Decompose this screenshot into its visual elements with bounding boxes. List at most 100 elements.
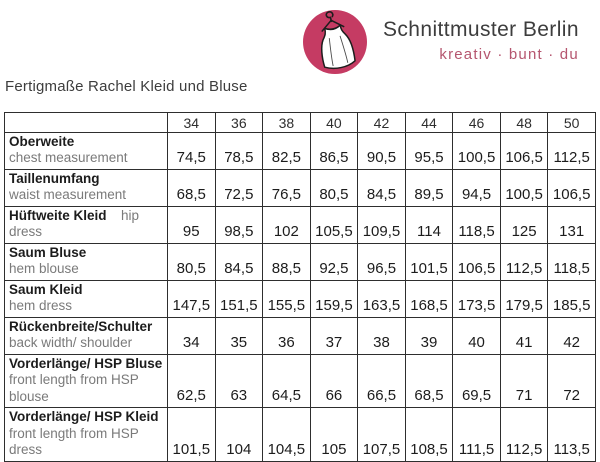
measurement-label-cell: Saum Kleid hem dress bbox=[4, 280, 168, 318]
measurement-label-cell: Vorderlänge/ HSP Kleid front length from … bbox=[4, 407, 168, 462]
brand-tagline: kreativ · bunt · du bbox=[439, 46, 579, 63]
page-title: Fertigmaße Rachel Kleid und Bluse bbox=[5, 78, 248, 95]
measurement-label-cell: Oberweite chest measurement bbox=[4, 132, 168, 170]
value-cell: 94,5 bbox=[452, 169, 501, 207]
measurement-label-cell: Rückenbreite/Schulter back width/ shoulde… bbox=[4, 317, 168, 355]
size-table-head: 34 36 38 40 42 44 46 48 50 bbox=[4, 112, 596, 133]
value-cell: 92,5 bbox=[309, 243, 359, 281]
value-cell: 71 bbox=[499, 353, 549, 409]
value-cell: 80,5 bbox=[167, 243, 216, 281]
value-cell: 105 bbox=[309, 407, 359, 462]
size-header-cell: 40 bbox=[309, 112, 359, 133]
table-row: Vorderlänge/ HSP Bluse front length from … bbox=[4, 353, 596, 409]
table-row: Rückenbreite/Schulter back width/ shoulde… bbox=[4, 317, 596, 355]
value-cell: 72,5 bbox=[214, 169, 264, 207]
value-cell: 63 bbox=[214, 353, 264, 409]
value-cell: 42 bbox=[547, 317, 596, 355]
value-cell: 36 bbox=[262, 317, 311, 355]
table-row: Hüftweite Kleid hip dress 95 98,5 102 105,5 109… bbox=[4, 206, 596, 244]
size-header-empty-cell bbox=[4, 112, 168, 133]
value-cell: 68,5 bbox=[404, 353, 454, 409]
value-cell: 105,5 bbox=[309, 206, 359, 244]
measurement-label-cell: Hüftweite Kleid hip dress bbox=[4, 206, 168, 244]
value-cell: 41 bbox=[499, 317, 549, 355]
size-chart-page: Schnittmuster Berlin kreativ · bunt · du… bbox=[4, 6, 596, 462]
value-cell: 173,5 bbox=[452, 280, 501, 318]
value-cell: 185,5 bbox=[547, 280, 596, 318]
value-cell: 113,5 bbox=[547, 407, 596, 462]
table-row: Saum Kleid hem dress 147,5 151,5 155,5 159,5 1… bbox=[4, 280, 596, 318]
value-cell: 155,5 bbox=[262, 280, 311, 318]
value-cell: 66 bbox=[309, 353, 359, 409]
value-cell: 102 bbox=[262, 206, 311, 244]
brand-name: Schnittmuster Berlin bbox=[383, 18, 579, 41]
brand-logo bbox=[300, 6, 370, 76]
value-cell: 112,5 bbox=[547, 132, 596, 170]
size-header-cell: 42 bbox=[357, 112, 406, 133]
value-cell: 64,5 bbox=[262, 353, 311, 409]
value-cell: 86,5 bbox=[309, 132, 359, 170]
value-cell: 147,5 bbox=[167, 280, 216, 318]
size-header-cell: 38 bbox=[262, 112, 311, 133]
value-cell: 106,5 bbox=[499, 132, 549, 170]
dress-on-hanger-icon bbox=[303, 10, 367, 74]
value-cell: 66,5 bbox=[357, 353, 406, 409]
brand-header: Schnittmuster Berlin kreativ · bunt · du bbox=[300, 6, 579, 76]
table-row: Saum Bluse hem blouse 80,5 84,5 88,5 92,5 96,5… bbox=[4, 243, 596, 281]
value-cell: 168,5 bbox=[404, 280, 454, 318]
value-cell: 69,5 bbox=[452, 353, 501, 409]
value-cell: 82,5 bbox=[262, 132, 311, 170]
value-cell: 104,5 bbox=[262, 407, 311, 462]
size-header-cell: 50 bbox=[547, 112, 596, 133]
measurement-label-cell: Vorderlänge/ HSP Bluse front length from … bbox=[4, 353, 168, 409]
value-cell: 163,5 bbox=[357, 280, 406, 318]
table-row: Taillenumfang waist measurement 68,5 72,5 76… bbox=[4, 169, 596, 207]
value-cell: 125 bbox=[499, 206, 549, 244]
value-cell: 96,5 bbox=[357, 243, 406, 281]
size-header-cell: 46 bbox=[452, 112, 501, 133]
brand-text-block: Schnittmuster Berlin kreativ · bunt · du bbox=[383, 6, 579, 63]
value-cell: 40 bbox=[452, 317, 501, 355]
table-row: Oberweite chest measurement 74,5 78,5 82,5 86… bbox=[4, 132, 596, 170]
value-cell: 34 bbox=[167, 317, 216, 355]
value-cell: 151,5 bbox=[214, 280, 264, 318]
value-cell: 84,5 bbox=[357, 169, 406, 207]
value-cell: 39 bbox=[404, 317, 454, 355]
value-cell: 179,5 bbox=[499, 280, 549, 318]
size-header-cell: 34 bbox=[167, 112, 216, 133]
table-row: Vorderlänge/ HSP Kleid front length from … bbox=[4, 407, 596, 462]
size-header-cell: 36 bbox=[214, 112, 264, 133]
value-cell: 111,5 bbox=[452, 407, 501, 462]
value-cell: 112,5 bbox=[499, 243, 549, 281]
measurement-label-cell: Taillenumfang waist measurement bbox=[4, 169, 168, 207]
value-cell: 118,5 bbox=[547, 243, 596, 281]
value-cell: 80,5 bbox=[309, 169, 359, 207]
value-cell: 108,5 bbox=[404, 407, 454, 462]
value-cell: 109,5 bbox=[357, 206, 406, 244]
value-cell: 74,5 bbox=[167, 132, 216, 170]
value-cell: 38 bbox=[357, 317, 406, 355]
size-header-row: 34 36 38 40 42 44 46 48 50 bbox=[4, 112, 596, 133]
value-cell: 89,5 bbox=[404, 169, 454, 207]
value-cell: 88,5 bbox=[262, 243, 311, 281]
value-cell: 114 bbox=[404, 206, 454, 244]
value-cell: 131 bbox=[547, 206, 596, 244]
value-cell: 68,5 bbox=[167, 169, 216, 207]
value-cell: 101,5 bbox=[404, 243, 454, 281]
size-header-cell: 44 bbox=[404, 112, 454, 133]
value-cell: 72 bbox=[547, 353, 596, 409]
value-cell: 95,5 bbox=[404, 132, 454, 170]
value-cell: 90,5 bbox=[357, 132, 406, 170]
value-cell: 106,5 bbox=[547, 169, 596, 207]
value-cell: 104 bbox=[214, 407, 264, 462]
value-cell: 159,5 bbox=[309, 280, 359, 318]
value-cell: 84,5 bbox=[214, 243, 264, 281]
value-cell: 100,5 bbox=[452, 132, 501, 170]
value-cell: 95 bbox=[167, 206, 216, 244]
value-cell: 107,5 bbox=[357, 407, 406, 462]
value-cell: 35 bbox=[214, 317, 264, 355]
value-cell: 101,5 bbox=[167, 407, 216, 462]
value-cell: 118,5 bbox=[452, 206, 501, 244]
value-cell: 106,5 bbox=[452, 243, 501, 281]
value-cell: 76,5 bbox=[262, 169, 311, 207]
